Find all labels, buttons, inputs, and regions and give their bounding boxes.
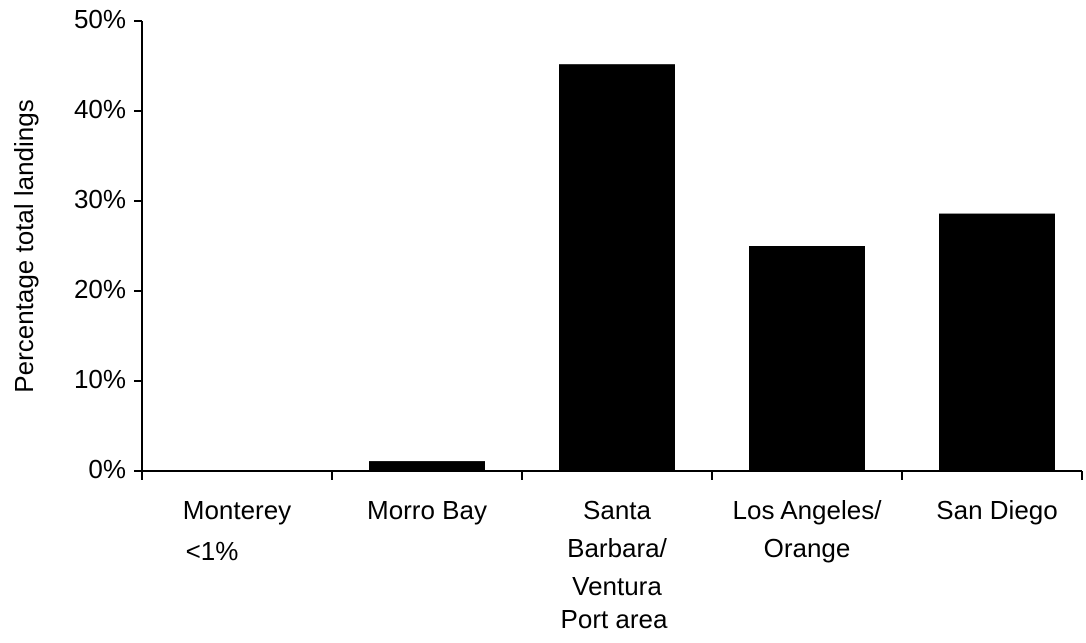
y-axis-label: Percentage total landings <box>9 99 39 392</box>
x-axis-label: Port area <box>561 604 668 634</box>
x-tick-label: Orange <box>764 533 851 563</box>
x-tick-label: Santa <box>583 495 651 525</box>
y-tick-label: 50% <box>74 4 126 34</box>
bar <box>369 461 485 471</box>
x-tick-label: Morro Bay <box>367 495 487 525</box>
x-tick-label: San Diego <box>936 495 1057 525</box>
x-tick-label: Barbara/ <box>567 533 667 563</box>
y-tick-label: 0% <box>88 454 126 484</box>
y-tick-label: 40% <box>74 94 126 124</box>
x-tick-label: Los Angeles/ <box>733 495 883 525</box>
x-tick-label: Ventura <box>572 571 662 601</box>
bar <box>179 470 295 471</box>
y-tick-label: 20% <box>74 274 126 304</box>
bar <box>749 246 865 471</box>
y-tick-label: 30% <box>74 184 126 214</box>
bar <box>939 213 1055 471</box>
bar <box>559 64 675 471</box>
value-label: <1% <box>186 536 239 566</box>
y-tick-label: 10% <box>74 364 126 394</box>
x-tick-label: Monterey <box>183 495 291 525</box>
